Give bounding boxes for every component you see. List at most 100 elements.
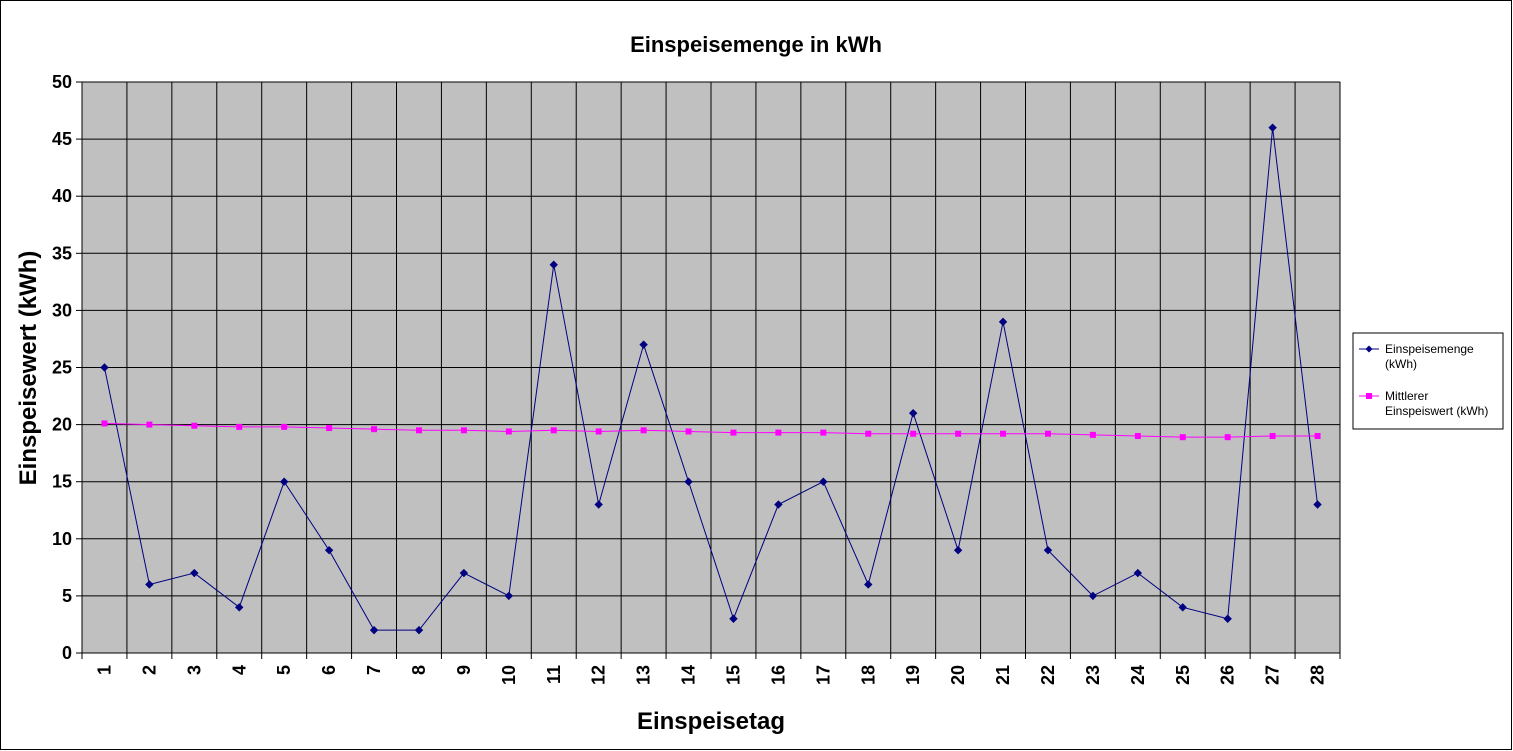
data-point — [998, 317, 1008, 327]
data-point — [1089, 431, 1096, 438]
x-tick-label: 1 — [94, 665, 114, 675]
y-tick-label: 15 — [52, 472, 72, 492]
legend-marker — [1365, 345, 1373, 353]
data-point — [415, 427, 422, 434]
series-1 — [100, 123, 1322, 635]
data-point — [639, 340, 648, 349]
data-point — [190, 568, 199, 578]
x-tick-label: 23 — [1083, 665, 1103, 685]
data-point — [820, 429, 827, 436]
data-point — [504, 591, 514, 601]
x-tick-label: 6 — [319, 665, 339, 675]
data-point — [101, 420, 108, 427]
series-line — [103, 127, 1319, 631]
x-tick-label: 12 — [589, 665, 609, 685]
x-tick-labels: 1 2 3 4 5 6 7 8 9 10 11 12 13 14 15 16 17 18 19 20 21 22 23 24 2… — [94, 665, 1327, 685]
x-tick-label: 14 — [679, 665, 699, 685]
data-point — [459, 568, 469, 578]
data-point — [1133, 568, 1143, 578]
data-point — [910, 430, 917, 437]
y-axis-label: Einspeisewert (kWh) — [15, 251, 42, 486]
legend-marker — [1366, 393, 1372, 399]
data-point — [550, 427, 557, 434]
x-tick-label: 22 — [1038, 665, 1058, 685]
data-point — [460, 427, 467, 434]
data-point — [100, 363, 109, 372]
data-point — [1179, 434, 1186, 441]
data-point — [369, 625, 379, 635]
y-tick-label: 10 — [52, 529, 72, 549]
data-point — [953, 546, 963, 555]
series-2 — [101, 420, 1321, 441]
x-tick-label: 10 — [499, 665, 519, 685]
x-tick-label: 27 — [1263, 665, 1283, 685]
data-point — [864, 580, 873, 589]
legend-label: Einspeisemenge — [1385, 342, 1474, 356]
data-point — [326, 425, 333, 432]
x-tick-label: 16 — [768, 665, 788, 685]
data-point — [595, 428, 602, 435]
y-tick-labels: 0 5 10 15 20 25 30 35 40 45 50 — [52, 72, 72, 663]
series-group — [100, 123, 1322, 635]
data-point — [414, 625, 424, 635]
data-point — [371, 426, 378, 433]
x-tick-label: 11 — [544, 665, 564, 684]
data-point — [774, 500, 783, 509]
x-tick-label: 26 — [1218, 665, 1238, 685]
y-tick-label: 20 — [52, 415, 72, 435]
data-point — [1043, 546, 1053, 555]
x-tick-label: 21 — [993, 665, 1013, 685]
x-tick-label: 9 — [454, 665, 474, 675]
data-point — [1178, 603, 1187, 612]
plot-area — [76, 81, 1341, 659]
data-point — [281, 423, 288, 430]
x-tick-label: 15 — [723, 665, 743, 685]
data-point — [1088, 591, 1098, 601]
data-point — [1268, 123, 1277, 132]
x-tick-label: 19 — [903, 665, 923, 685]
data-point — [1314, 433, 1321, 440]
chart-title: Einspeisemenge in kWh — [630, 32, 882, 57]
legend-item-1: Einspeisemenge(kWh) — [1359, 342, 1474, 371]
y-tick-label: 25 — [52, 358, 72, 378]
y-tick-label: 45 — [52, 129, 72, 149]
data-point — [1000, 430, 1007, 437]
data-point — [235, 603, 244, 612]
x-tick-label: 28 — [1308, 665, 1328, 685]
x-tick-label: 24 — [1128, 665, 1148, 685]
x-tick-label: 5 — [274, 665, 294, 675]
data-point — [775, 429, 782, 436]
data-point — [236, 423, 243, 430]
series-line — [104, 422, 1318, 438]
data-point — [145, 580, 154, 589]
x-tick-label: 7 — [364, 665, 384, 675]
y-tick-label: 30 — [52, 300, 72, 320]
data-point — [729, 614, 738, 623]
data-point — [279, 477, 289, 486]
data-point — [908, 408, 918, 418]
data-point — [1224, 434, 1231, 441]
data-point — [549, 260, 558, 269]
data-point — [1223, 614, 1232, 623]
legend-label: Mittlerer — [1385, 389, 1428, 403]
data-point — [1313, 500, 1322, 509]
x-tick-label: 3 — [184, 665, 204, 675]
data-point — [191, 422, 198, 429]
y-tick-label: 0 — [62, 643, 72, 663]
data-point — [640, 427, 647, 434]
data-point — [819, 477, 828, 486]
x-tick-label: 8 — [409, 665, 429, 675]
y-tick-label: 35 — [52, 243, 72, 263]
x-tick-label: 2 — [139, 665, 159, 675]
data-point — [685, 428, 692, 435]
y-tick-label: 40 — [52, 186, 72, 206]
legend-label: Einspeiswert (kWh) — [1385, 404, 1488, 418]
data-point — [955, 430, 962, 437]
data-point — [1269, 433, 1276, 440]
y-tick-label: 50 — [52, 72, 72, 92]
x-tick-label: 13 — [634, 665, 654, 685]
data-point — [505, 428, 512, 435]
legend-label: (kWh) — [1385, 357, 1417, 371]
